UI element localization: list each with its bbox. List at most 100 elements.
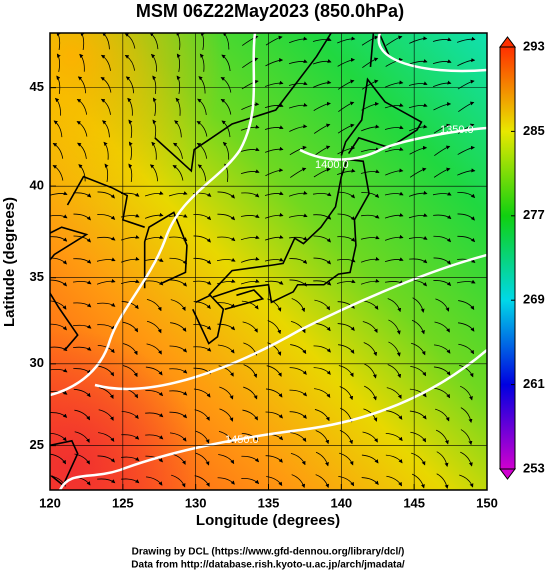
colorbar-tick-label: 293 bbox=[523, 38, 545, 53]
streamline bbox=[265, 411, 283, 419]
streamline bbox=[337, 168, 356, 175]
streamline bbox=[434, 321, 450, 333]
streamline bbox=[409, 410, 427, 420]
streamline bbox=[361, 124, 380, 132]
streamline bbox=[241, 192, 260, 198]
streamline bbox=[433, 101, 452, 111]
streamline bbox=[409, 36, 428, 44]
contours bbox=[50, 33, 487, 490]
streamline bbox=[97, 191, 115, 199]
streamline bbox=[289, 258, 308, 264]
streamline bbox=[433, 366, 451, 376]
coastline bbox=[50, 226, 89, 351]
streamline bbox=[409, 124, 428, 132]
streamline bbox=[121, 301, 139, 310]
coastline bbox=[192, 294, 225, 345]
streamline bbox=[196, 121, 208, 137]
streamline bbox=[314, 388, 331, 398]
streamline bbox=[315, 430, 330, 445]
streamline bbox=[408, 213, 428, 219]
streamline bbox=[432, 59, 452, 65]
streamline bbox=[458, 343, 475, 355]
streamline bbox=[289, 389, 307, 397]
streamline bbox=[435, 429, 449, 445]
streamline bbox=[338, 365, 354, 378]
streamline bbox=[456, 279, 476, 284]
streamline bbox=[360, 235, 380, 240]
coastline bbox=[340, 77, 423, 156]
streamline bbox=[97, 236, 116, 241]
streamline bbox=[50, 236, 68, 242]
streamline bbox=[313, 235, 331, 243]
streamline bbox=[50, 191, 68, 196]
streamline bbox=[97, 302, 116, 307]
streamline bbox=[144, 212, 164, 219]
streamline bbox=[408, 103, 428, 109]
streamline bbox=[241, 455, 260, 463]
colorbar-tick-label: 269 bbox=[523, 292, 545, 307]
streamline bbox=[385, 168, 404, 176]
streamline bbox=[169, 411, 188, 419]
streamline bbox=[411, 452, 426, 466]
streamline bbox=[264, 191, 284, 196]
streamline bbox=[145, 366, 163, 376]
streamline bbox=[384, 257, 404, 263]
streamline bbox=[217, 236, 236, 242]
streamline bbox=[79, 53, 85, 72]
streamline bbox=[433, 235, 452, 243]
streamline bbox=[54, 97, 61, 116]
streamline bbox=[361, 477, 379, 485]
streamline bbox=[199, 53, 205, 72]
contour-label: 1400.0 bbox=[315, 159, 349, 171]
streamline bbox=[145, 280, 164, 286]
streamline bbox=[103, 141, 109, 160]
streamline bbox=[145, 434, 164, 440]
streamline bbox=[217, 477, 235, 485]
streamline bbox=[312, 59, 332, 65]
streamline bbox=[241, 432, 259, 442]
streamline bbox=[128, 119, 133, 138]
streamline bbox=[386, 410, 403, 420]
streamline bbox=[76, 98, 88, 115]
streamline bbox=[171, 474, 186, 488]
streamline bbox=[315, 474, 330, 489]
streamline bbox=[76, 121, 88, 137]
streamline bbox=[289, 124, 308, 132]
streamline bbox=[169, 345, 187, 353]
streamline bbox=[458, 101, 475, 112]
streamline bbox=[388, 319, 401, 335]
coastline bbox=[378, 33, 391, 57]
y-axis-label: Latitude (degrees) bbox=[1, 197, 18, 327]
streamline bbox=[336, 258, 356, 263]
colorbar-extend bbox=[499, 36, 516, 48]
colorbar-extend bbox=[499, 468, 516, 480]
streamline bbox=[290, 167, 307, 178]
streamline bbox=[240, 235, 260, 241]
streamline bbox=[457, 192, 476, 199]
streamline bbox=[145, 476, 163, 486]
streamline bbox=[121, 411, 139, 420]
streamline bbox=[73, 302, 92, 308]
streamline bbox=[361, 35, 379, 46]
streamline bbox=[219, 408, 234, 422]
streamline bbox=[219, 386, 234, 400]
streamline bbox=[458, 300, 475, 310]
streamline bbox=[218, 454, 235, 465]
streamline bbox=[241, 478, 260, 485]
streamline bbox=[217, 191, 235, 199]
streamline bbox=[410, 342, 426, 356]
streamline bbox=[52, 143, 64, 159]
streamline bbox=[50, 412, 68, 418]
streamline bbox=[73, 213, 91, 221]
streamline bbox=[313, 280, 332, 286]
streamline bbox=[314, 145, 331, 156]
colorbar-scale bbox=[499, 46, 516, 470]
coastline bbox=[224, 289, 265, 311]
streamline bbox=[291, 474, 306, 489]
streamline bbox=[387, 364, 402, 379]
streamline bbox=[387, 298, 402, 313]
streamline bbox=[217, 323, 236, 331]
streamline bbox=[240, 279, 260, 285]
streamline bbox=[72, 280, 92, 285]
streamline bbox=[264, 212, 284, 219]
